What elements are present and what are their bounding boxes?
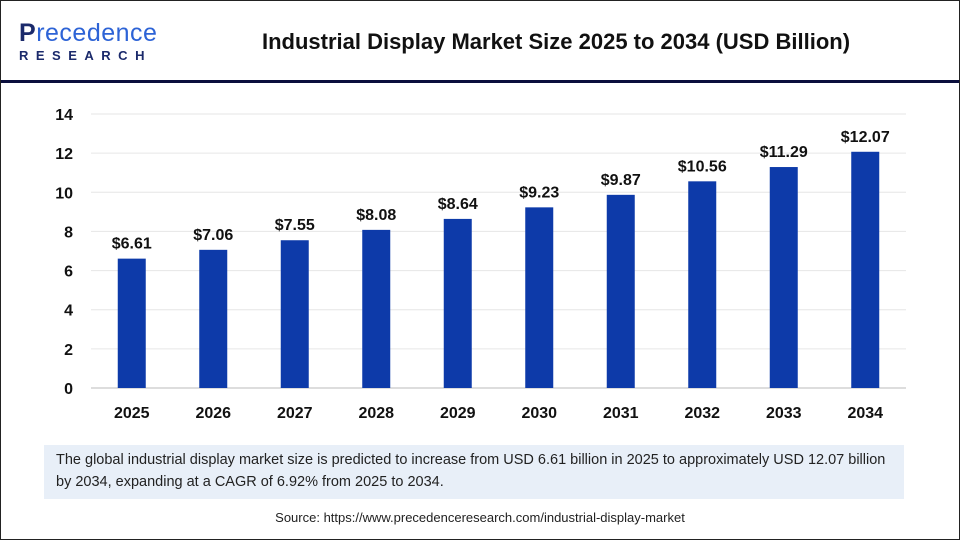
y-tick-label: 10 <box>55 185 73 202</box>
x-tick-label: 2026 <box>195 405 231 422</box>
x-tick-label: 2028 <box>358 405 394 422</box>
y-tick-label: 14 <box>55 107 73 124</box>
bar-chart: 0 2 4 6 8 10 12 14 $6.61 2025 $7.06 2026 $7.55 2027 $8… <box>55 107 906 422</box>
bar-2028 <box>362 229 391 388</box>
y-tick-label: 8 <box>64 224 73 241</box>
bar-2033 <box>769 167 798 388</box>
bar-2032 <box>688 181 717 388</box>
y-tick-label: 12 <box>55 146 73 163</box>
x-tick-label: 2027 <box>277 405 313 422</box>
y-tick-label: 0 <box>64 381 73 398</box>
data-label: $7.55 <box>275 217 315 234</box>
x-tick-label: 2030 <box>521 405 557 422</box>
data-label: $11.29 <box>760 144 808 161</box>
chart-title: Industrial Display Market Size 2025 to 2… <box>261 29 851 54</box>
data-label: $12.07 <box>841 129 890 146</box>
x-tick-label: 2032 <box>684 405 720 422</box>
data-label: $10.56 <box>678 158 727 175</box>
bar-2025 <box>117 258 146 388</box>
x-tick-label: 2029 <box>440 405 476 422</box>
data-label: $6.61 <box>112 236 152 253</box>
data-label: $9.87 <box>601 172 641 189</box>
y-tick-label: 2 <box>64 342 73 359</box>
x-tick-label: 2031 <box>603 405 639 422</box>
data-label: $8.64 <box>438 196 478 213</box>
data-label: $7.06 <box>193 227 233 244</box>
source-text: Source: https://www.precedenceresearch.c… <box>275 510 685 525</box>
data-label: $9.23 <box>519 184 559 201</box>
bar-2026 <box>199 249 228 388</box>
x-tick-label: 2034 <box>847 405 883 422</box>
bar-2031 <box>606 194 635 388</box>
y-tick-label: 6 <box>64 264 73 281</box>
bar-2030 <box>525 207 554 388</box>
x-tick-label: 2033 <box>766 405 802 422</box>
header-divider <box>1 80 959 83</box>
logo-line2: RESEARCH <box>19 48 152 63</box>
precedence-research-logo: Precedence RESEARCH <box>19 19 158 64</box>
data-label: $8.08 <box>356 207 396 224</box>
x-tick-label: 2025 <box>114 405 150 422</box>
bar-2034 <box>851 151 880 388</box>
y-tick-label: 4 <box>64 303 73 320</box>
bar-2027 <box>280 240 309 388</box>
summary-note: The global industrial display market siz… <box>44 445 904 499</box>
logo-line1: Precedence <box>19 19 158 47</box>
bar-2029 <box>443 218 472 388</box>
